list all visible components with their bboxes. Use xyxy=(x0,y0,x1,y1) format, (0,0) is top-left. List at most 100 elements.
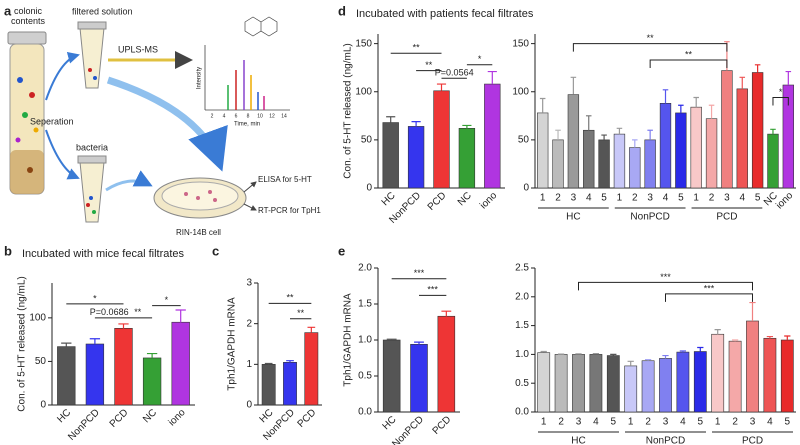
x-tick-label: 1 xyxy=(715,417,721,428)
significance-label: *** xyxy=(660,272,671,282)
significance-label: ** xyxy=(286,293,294,303)
error-bar xyxy=(386,338,397,340)
x-tick-label: 2 xyxy=(645,417,651,428)
y-tick-label: 2.0 xyxy=(515,291,529,302)
significance-label: *** xyxy=(427,285,438,295)
diagram-label: Time, min xyxy=(234,122,260,128)
y-tick-label: 2 xyxy=(246,318,252,329)
x-tick-label: PCD xyxy=(108,407,131,430)
significance-bracket xyxy=(572,43,728,52)
y-tick-label: 150 xyxy=(355,38,372,49)
bar xyxy=(780,339,794,413)
x-tick-label: 2 xyxy=(709,193,715,204)
error-bar xyxy=(644,358,652,361)
bar xyxy=(552,139,564,189)
bar xyxy=(613,133,626,189)
error-bar xyxy=(601,134,607,140)
diagram-label: UPLS-MS xyxy=(118,44,158,54)
panel-label: d xyxy=(338,3,346,18)
bar xyxy=(659,103,672,189)
significance-label: ** xyxy=(297,308,305,318)
significance-label: ** xyxy=(425,60,433,70)
x-tick-label: iono xyxy=(774,190,795,211)
bar xyxy=(644,139,656,189)
significance-label: *** xyxy=(414,268,425,278)
error-bar xyxy=(539,97,546,113)
error-bar xyxy=(89,338,101,344)
x-tick-label: iono xyxy=(478,190,499,211)
x-tick-label: PCD xyxy=(426,190,449,213)
bar xyxy=(382,122,399,189)
y-tick-label: 150 xyxy=(512,38,529,49)
x-tick-label: 1 xyxy=(693,193,699,204)
diagram-tick: 6 xyxy=(235,113,238,119)
x-tick-label: 3 xyxy=(647,193,653,204)
group-label: HC xyxy=(571,436,585,445)
x-tick-label: 4 xyxy=(593,417,599,428)
error-bar xyxy=(462,124,472,129)
y-axis-label: Con. of 5-HT released (ng/mL) xyxy=(343,43,354,178)
y-axis-label: Con. of 5-HT released (ng/mL) xyxy=(17,276,28,411)
bar xyxy=(572,354,585,413)
diagram-label: RT-PCR for TpH1 xyxy=(258,206,321,215)
y-tick-label: 1.0 xyxy=(515,349,529,360)
x-tick-label: 4 xyxy=(663,193,669,204)
error-bar xyxy=(754,64,761,73)
diagram-tick: 4 xyxy=(223,113,226,119)
bar xyxy=(629,147,641,189)
error-bar xyxy=(264,362,273,365)
bar xyxy=(675,112,687,189)
bar xyxy=(114,328,133,406)
error-bar xyxy=(414,341,424,345)
x-tick-label: HC xyxy=(380,190,398,208)
significance-label: * xyxy=(779,87,783,97)
x-tick-label: PCD xyxy=(296,407,319,430)
bar xyxy=(705,118,718,189)
diagram-tick: 14 xyxy=(281,113,287,119)
error-bar xyxy=(487,70,497,85)
bar xyxy=(567,94,580,189)
x-tick-label: 1 xyxy=(540,193,546,204)
error-bar xyxy=(632,139,638,148)
bar xyxy=(736,88,748,189)
y-tick-label: 0.5 xyxy=(358,371,372,382)
significance-label: ** xyxy=(134,307,142,317)
y-axis-label: Tph1/GAPDH mRNA xyxy=(227,297,238,391)
y-axis-label: Tph1/GAPDH mRNA xyxy=(343,293,354,387)
x-tick-label: NonPCD xyxy=(390,414,426,445)
group-label: PCD xyxy=(742,436,763,445)
panel-title: Incubated with patients fecal filtrates xyxy=(356,8,534,20)
error-bar xyxy=(679,350,687,353)
error-bar xyxy=(557,353,565,355)
diagram-label: Seperation xyxy=(30,116,74,126)
significance-label: P=0.0686 xyxy=(90,307,129,317)
x-tick-label: 3 xyxy=(663,417,669,428)
bar xyxy=(767,133,779,189)
y-tick-label: 0 xyxy=(246,400,252,411)
y-tick-label: 0.0 xyxy=(515,407,529,418)
x-tick-label: 2 xyxy=(632,193,638,204)
error-bar xyxy=(697,346,704,352)
error-bar xyxy=(592,353,600,355)
error-bar xyxy=(411,120,421,127)
significance-label: ** xyxy=(685,49,693,59)
y-tick-label: 100 xyxy=(512,86,529,97)
diagram-tick: 12 xyxy=(269,113,275,119)
bar xyxy=(437,315,456,413)
error-bar xyxy=(555,129,561,140)
y-tick-label: 50 xyxy=(361,135,373,146)
x-tick-label: 4 xyxy=(680,417,686,428)
y-tick-label: 2.5 xyxy=(515,263,529,274)
x-tick-label: 1 xyxy=(628,417,634,428)
significance-label: * xyxy=(478,54,482,64)
error-bar xyxy=(175,309,186,323)
x-tick-label: 5 xyxy=(755,193,761,204)
bar xyxy=(728,340,742,413)
x-tick-label: PCD xyxy=(431,414,454,437)
x-tick-label: 4 xyxy=(767,417,773,428)
diagram-label: RIN-14B cell xyxy=(176,228,221,237)
bar xyxy=(537,112,549,189)
error-bar xyxy=(146,352,158,358)
diagram-label: ELISA for 5-HT xyxy=(258,175,312,184)
